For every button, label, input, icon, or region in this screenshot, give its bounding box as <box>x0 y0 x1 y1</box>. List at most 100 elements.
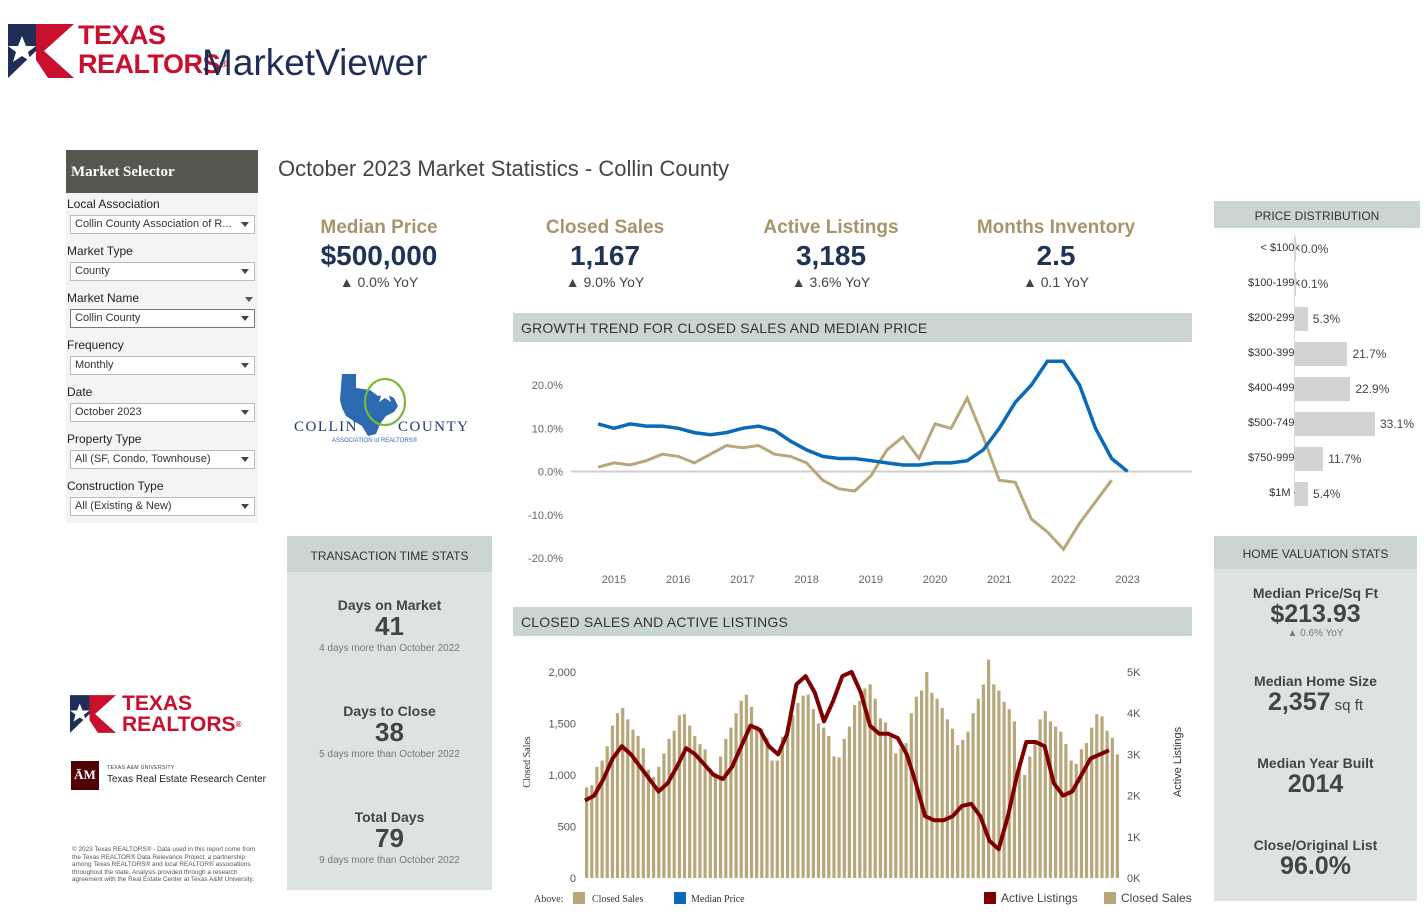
closed-sales-bar <box>646 769 650 878</box>
stat-unit: sq ft <box>1330 697 1364 714</box>
right-y-tick-label: 1K <box>1127 832 1141 844</box>
closed-sales-bar <box>585 787 589 878</box>
median-year-built-stat: Median Year Built 2014 <box>1214 755 1417 798</box>
footer-brand-line1: TEXAS <box>122 692 193 715</box>
texas-realtors-footer-logo-icon <box>70 695 116 733</box>
x-tick-label: 2015 <box>602 574 626 586</box>
closed-sales-bar <box>786 725 790 878</box>
closed-sales-bar <box>1110 737 1114 878</box>
stat-value: 2014 <box>1287 770 1344 798</box>
right-y-tick-label: 3K <box>1127 749 1141 761</box>
closed-sales-bar <box>780 736 784 878</box>
frequency-select[interactable]: Monthly <box>70 356 255 375</box>
stat-label: Median Year Built <box>1257 755 1374 771</box>
price-distribution-row: $750-999k 11.7% <box>1214 444 1420 474</box>
closed-sales-bar <box>935 698 939 878</box>
local-association-value: Collin County Association of R... <box>75 218 232 230</box>
closed-sales-bar <box>976 698 980 878</box>
legend-swatch-active-listings <box>984 892 996 904</box>
left-y-tick-label: 2,000 <box>548 667 576 679</box>
closed-sales-active-listings-chart: 2,000 1,500 1,000 500 0 5K 4K 3K 2K 1K 0K Closed S… <box>522 659 1192 905</box>
brand-name-line2: REALTORS® <box>78 49 227 79</box>
market-type-label: Market Type <box>67 244 133 258</box>
dropdown-arrow-icon <box>241 363 249 368</box>
legend-above-label: Above: <box>534 894 563 905</box>
stat-note: 9 days more than October 2022 <box>319 855 460 866</box>
legend-median-price: Median Price <box>691 894 745 905</box>
days-on-market-stat: Days on Market 41 4 days more than Octob… <box>287 597 492 654</box>
closed-sales-bar <box>827 735 831 878</box>
closed-sales-bar <box>858 700 862 878</box>
active-listings-axis-label: Active Listings <box>1172 726 1184 797</box>
closed-sales-bar <box>1090 727 1094 878</box>
sales-chart-header: CLOSED SALES AND ACTIVE LISTINGS <box>513 607 1192 636</box>
date-select[interactable]: October 2023 <box>70 403 255 422</box>
closed-sales-bar <box>961 740 965 878</box>
closed-sales-bar <box>868 684 872 878</box>
date-label: Date <box>67 385 93 399</box>
closed-sales-bar <box>1038 719 1042 878</box>
median-home-size-stat: Median Home Size 2,357 sq ft <box>1214 673 1417 719</box>
closed-sales-bar <box>796 702 800 878</box>
price-distribution-value: 22.9% <box>1355 382 1390 396</box>
close-original-list-stat: Close/Original List 96.0% <box>1214 837 1417 880</box>
closed-sales-bar <box>791 715 795 878</box>
closed-sales-bar <box>863 688 867 878</box>
closed-sales-bar <box>703 749 707 879</box>
closed-sales-bar <box>657 766 661 878</box>
y-tick-label: 20.0% <box>532 380 563 392</box>
growth-chart-header: GROWTH TREND FOR CLOSED SALES AND MEDIAN… <box>513 313 1192 342</box>
kpi-active-listings: Active Listings 3,185 ▲ 3.6% YoY <box>731 217 931 290</box>
dropdown-arrow-icon <box>241 316 249 321</box>
closed-sales-bar <box>636 735 640 878</box>
closed-sales-bar <box>662 753 666 878</box>
total-days-stat: Total Days 79 9 days more than October 2… <box>287 809 492 866</box>
closed-sales-bar <box>1069 760 1073 878</box>
market-type-select[interactable]: County <box>70 262 255 281</box>
closed-sales-bar <box>894 753 898 878</box>
disclaimer-text: © 2023 Texas REALTORS® - Data used in th… <box>72 846 256 883</box>
stat-value: 96.0% <box>1280 852 1351 880</box>
collin-logo-name-right: COUNTY <box>398 419 470 435</box>
closed-sales-bar <box>631 729 635 878</box>
closed-sales-bar <box>1084 743 1089 878</box>
closed-sales-bar <box>1079 749 1083 879</box>
local-association-select[interactable]: Collin County Association of R... <box>70 215 255 234</box>
closed-sales-bar <box>1095 714 1099 878</box>
property-type-select[interactable]: All (SF, Condo, Townhouse) <box>70 450 255 469</box>
right-y-tick-label: 5K <box>1127 667 1141 679</box>
frequency-label: Frequency <box>67 338 124 352</box>
kpi-label: Months Inventory <box>976 217 1136 238</box>
closed-sales-bar <box>883 722 888 878</box>
market-selector-title: Market Selector <box>66 150 258 193</box>
closed-sales-bar <box>806 694 810 878</box>
closed-sales-bar <box>1105 730 1109 878</box>
closed-sales-bar <box>755 725 759 878</box>
price-distribution-row: $200-299k 5.3% <box>1214 304 1420 334</box>
x-tick-label: 2017 <box>730 574 754 586</box>
closed-sales-bar <box>847 726 851 878</box>
closed-sales-bar <box>1048 721 1052 878</box>
closed-sales-bar <box>950 728 955 878</box>
home-valuation-stats-panel: HOME VALUATION STATS Median Price/Sq Ft … <box>1214 536 1417 901</box>
closed-sales-bar <box>1028 756 1032 878</box>
transaction-time-stats-panel: TRANSACTION TIME STATS Days on Market 41… <box>287 536 492 890</box>
frequency-value: Monthly <box>75 359 114 371</box>
closed-sales-bar <box>992 684 996 878</box>
filter-menu-arrow-icon[interactable] <box>245 297 253 302</box>
construction-type-select[interactable]: All (Existing & New) <box>70 497 255 516</box>
x-tick-label: 2019 <box>859 574 883 586</box>
closed-sales-bar <box>873 698 877 878</box>
x-tick-label: 2020 <box>923 574 947 586</box>
market-name-label-text: Market Name <box>67 291 140 305</box>
price-range-label: $300-399k <box>1248 347 1300 359</box>
collin-logo-subtitle: ASSOCIATION of REALTORS® <box>332 437 418 444</box>
kpi-change: ▲ 0.1 YoY <box>1022 274 1090 290</box>
price-distribution-value: 5.4% <box>1313 487 1341 501</box>
stat-note: ▲ 0.6% YoY <box>1287 628 1344 639</box>
closed-sales-bar <box>1059 731 1063 878</box>
market-name-select[interactable]: Collin County <box>70 309 255 328</box>
closed-sales-bar <box>1017 761 1022 878</box>
closed-sales-bar <box>1064 744 1068 878</box>
stat-label: Total Days <box>354 809 425 825</box>
